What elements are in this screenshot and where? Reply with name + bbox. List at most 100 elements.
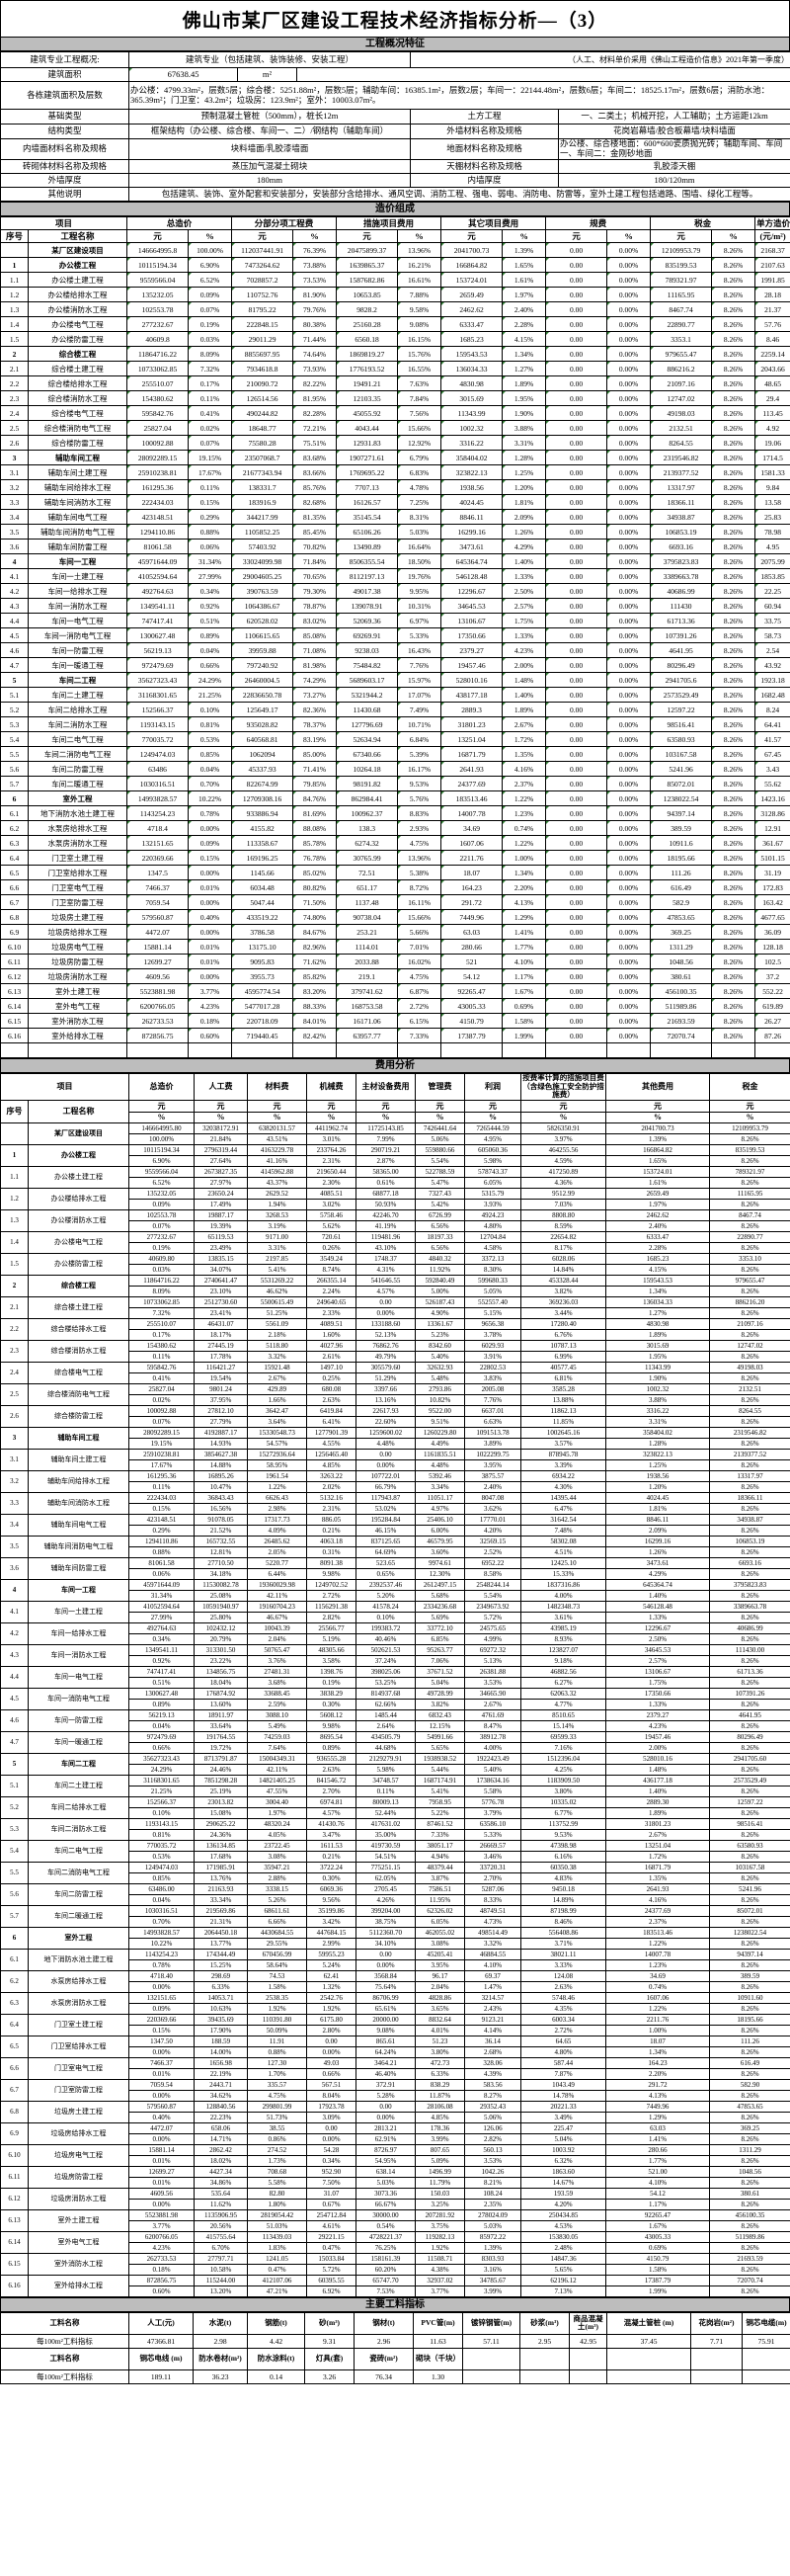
cost-cell-value: 1.61% [502, 272, 547, 288]
fee-cell-pct: 2.30% [306, 1176, 356, 1189]
cost-cell-no [0, 242, 29, 258]
fee-cell-value: 1156291.38 [306, 1600, 356, 1613]
overview-body: 建筑专业工程概况: 建筑专业（包括建筑、装饰装修、安装工程） （人工、材料单价采用《… [0, 51, 790, 202]
fee-row-values: 3.6 辅助车间防雷工程 81061.58 27710.50 5220.77 8091.3… [0, 1556, 790, 1580]
cost-cell-value: 620528.02 [231, 613, 294, 628]
cost-cell-value: 8.26% [711, 287, 756, 302]
fee-cell-value: 4830.98 [605, 1317, 710, 1330]
fee-cell-name: 综合楼电气工程 [28, 1361, 129, 1384]
fee-cell-value: 47853.65 [709, 2100, 790, 2113]
fee-cell-pct: 0.92% [128, 1654, 195, 1667]
fee-cell-pct: 4.95% [464, 1132, 521, 1145]
fee-cell-value: 25827.04 [128, 1382, 195, 1395]
fee-cell-pct: 1.92% [415, 2241, 465, 2254]
cost-cell-value: 3473.61 [440, 539, 504, 554]
fee-cell-value: 54.28 [306, 2143, 356, 2156]
fee-cell-value: 2064450.18 [194, 1926, 248, 1939]
fee-cell-value: 6693.16 [709, 1556, 790, 1569]
cost-cell-value: 719440.45 [231, 1028, 294, 1043]
cost-cell-value: 0.00 [545, 702, 608, 717]
cost-cell-value: 12109953.79 [650, 242, 713, 258]
materials-col-header [519, 2347, 570, 2370]
cost-cell-value: 0.74% [502, 820, 547, 836]
cost-cell-value: 22890.77 [650, 316, 713, 332]
cost-cell-value: 1.72% [502, 731, 547, 747]
fee-cell-value: 434505.79 [356, 1730, 416, 1743]
cost-cell-name: 车间一消防电气工程 [27, 627, 128, 643]
cost-cell-value: 1349541.11 [126, 598, 190, 614]
fee-cell-no: 5.3 [0, 1817, 29, 1841]
fee-cell-pct: 2.67% [247, 1371, 307, 1384]
cost-cell-value: 31.19 [754, 865, 790, 880]
fee-cell-pct: 6.76% [520, 1328, 606, 1341]
fee-cell-no: 2 [0, 1274, 29, 1297]
fee-cell-pct: 0.26% [306, 1241, 356, 1254]
cost-cell-value: 82.28% [292, 405, 338, 421]
fee-cell-pct: 76.25% [356, 2241, 416, 2254]
cost-cell-value: 15.97% [397, 672, 442, 688]
cost-cell-value: 4.23% [188, 998, 233, 1014]
cost-cell-value: 1300627.48 [126, 627, 190, 643]
fee-row-pcts: 0.06% 34.18% 6.44% 9.98% 0.65% 12.30% 8.58% 15.… [1, 1567, 790, 1580]
fee-cell-value: 14007.78 [605, 1948, 710, 1960]
cost-cell-value: 0.00% [606, 242, 652, 258]
fee-cell-pct: 12.30% [415, 1567, 465, 1580]
fee-cell-value: 8264.55 [709, 1404, 790, 1417]
cost-cell-value: 1.97% [502, 287, 547, 302]
fee-cell-value: 12699.27 [128, 2165, 195, 2178]
fee-group-header: 项目 [0, 1073, 129, 1101]
cost-cell-value: 127796.69 [336, 716, 399, 732]
fee-cell-value: 7449.96 [605, 2100, 710, 2113]
fee-cell-value: 25910238.81 [128, 1448, 195, 1460]
fee-cell-name: 车间二消防电气工程 [28, 1861, 129, 1884]
fee-cell-no: 6.8 [0, 2100, 29, 2123]
fee-cell-pct: 7.64% [247, 1741, 307, 1754]
fee-cell-value: 638.14 [356, 2165, 416, 2178]
fee-cell-pct: 5.62% [306, 1219, 356, 1232]
fee-cell-value: 68877.18 [356, 1187, 416, 1200]
fee-cell-value: 2319546.82 [709, 1426, 790, 1439]
cost-cell-value: 1249474.03 [126, 746, 190, 762]
fee-cell-pct: 8.04% [306, 2089, 356, 2102]
fee-cell-pct: 3.34% [415, 1480, 465, 1493]
cost-cell-value: 41.57 [754, 731, 790, 747]
fee-row-values: 6.9 垃圾房给排水工程 4472.07 658.06 38.55 0.00 2813.21… [0, 2121, 790, 2145]
cost-cell-value: 4641.95 [650, 642, 713, 658]
fee-cell-name: 辅助车间消防电气工程 [28, 1535, 129, 1558]
fee-row-values: 3.1 辅助车间土建工程 25910238.81 3854627.38 15272936… [0, 1448, 790, 1471]
overview-cell: 办公楼：4799.33m²，层数5层；综合楼：5251.88m²，层数5层；辅助… [128, 81, 790, 110]
cost-cell-value: 75.51% [292, 435, 338, 451]
fee-cell-pct: 2.72% [520, 2024, 606, 2036]
fee-cell-pct: 6.99% [520, 1350, 606, 1363]
fee-cell-pct: 22.60% [356, 1415, 416, 1428]
fee-cell-pct: 3.53% [464, 1676, 521, 1689]
fee-cell-value: 174344.49 [194, 1948, 248, 1960]
fee-cell-pct: 7.48% [520, 1524, 606, 1537]
cost-cell-value: 9.84 [754, 479, 790, 495]
cost-cell-value: 6200766.05 [126, 998, 190, 1014]
fee-cell-name: 门卫室防雷工程 [28, 2078, 129, 2102]
fee-cell-pct: 14.88% [194, 1458, 248, 1471]
fee-cell-no: 6.10 [0, 2143, 29, 2167]
cost-cell-value: 81.35% [292, 509, 338, 525]
materials-value: 36.23 [193, 2368, 248, 2384]
cost-cell-value: 8.26% [711, 420, 756, 436]
overview-cell: 一、二类土；机械开挖，人工辅助；土方运距12km [558, 109, 790, 125]
fee-cell-name: 车间二电气工程 [28, 1839, 129, 1863]
cost-cell-value: 8.26% [711, 435, 756, 451]
fee-cell-value: 193.59 [520, 2187, 606, 2200]
cost-cell-value: 0.00% [606, 568, 652, 584]
fee-cell-value: 102432.12 [194, 1621, 248, 1634]
cost-cell-value: 57403.92 [231, 539, 294, 554]
fee-cell-pct: 5.13% [464, 1654, 521, 1667]
fee-cell-pct: 2.20% [605, 2067, 710, 2080]
fee-cell-value: 21097.16 [709, 1317, 790, 1330]
fee-cell-value: 7851298.28 [194, 1774, 248, 1787]
fee-cell-pct: 2.87% [356, 1154, 416, 1167]
fee-cell-pct: 7.16% [520, 1741, 606, 1754]
fee-cell-pct: 3.88% [605, 1393, 710, 1406]
fee-cell-pct: 8.26% [709, 1785, 790, 1797]
fee-cell-pct: 8.26% [709, 1632, 790, 1645]
cost-cell-value: 8.26% [711, 331, 756, 347]
cost-cell-value: 80.82% [292, 879, 338, 895]
